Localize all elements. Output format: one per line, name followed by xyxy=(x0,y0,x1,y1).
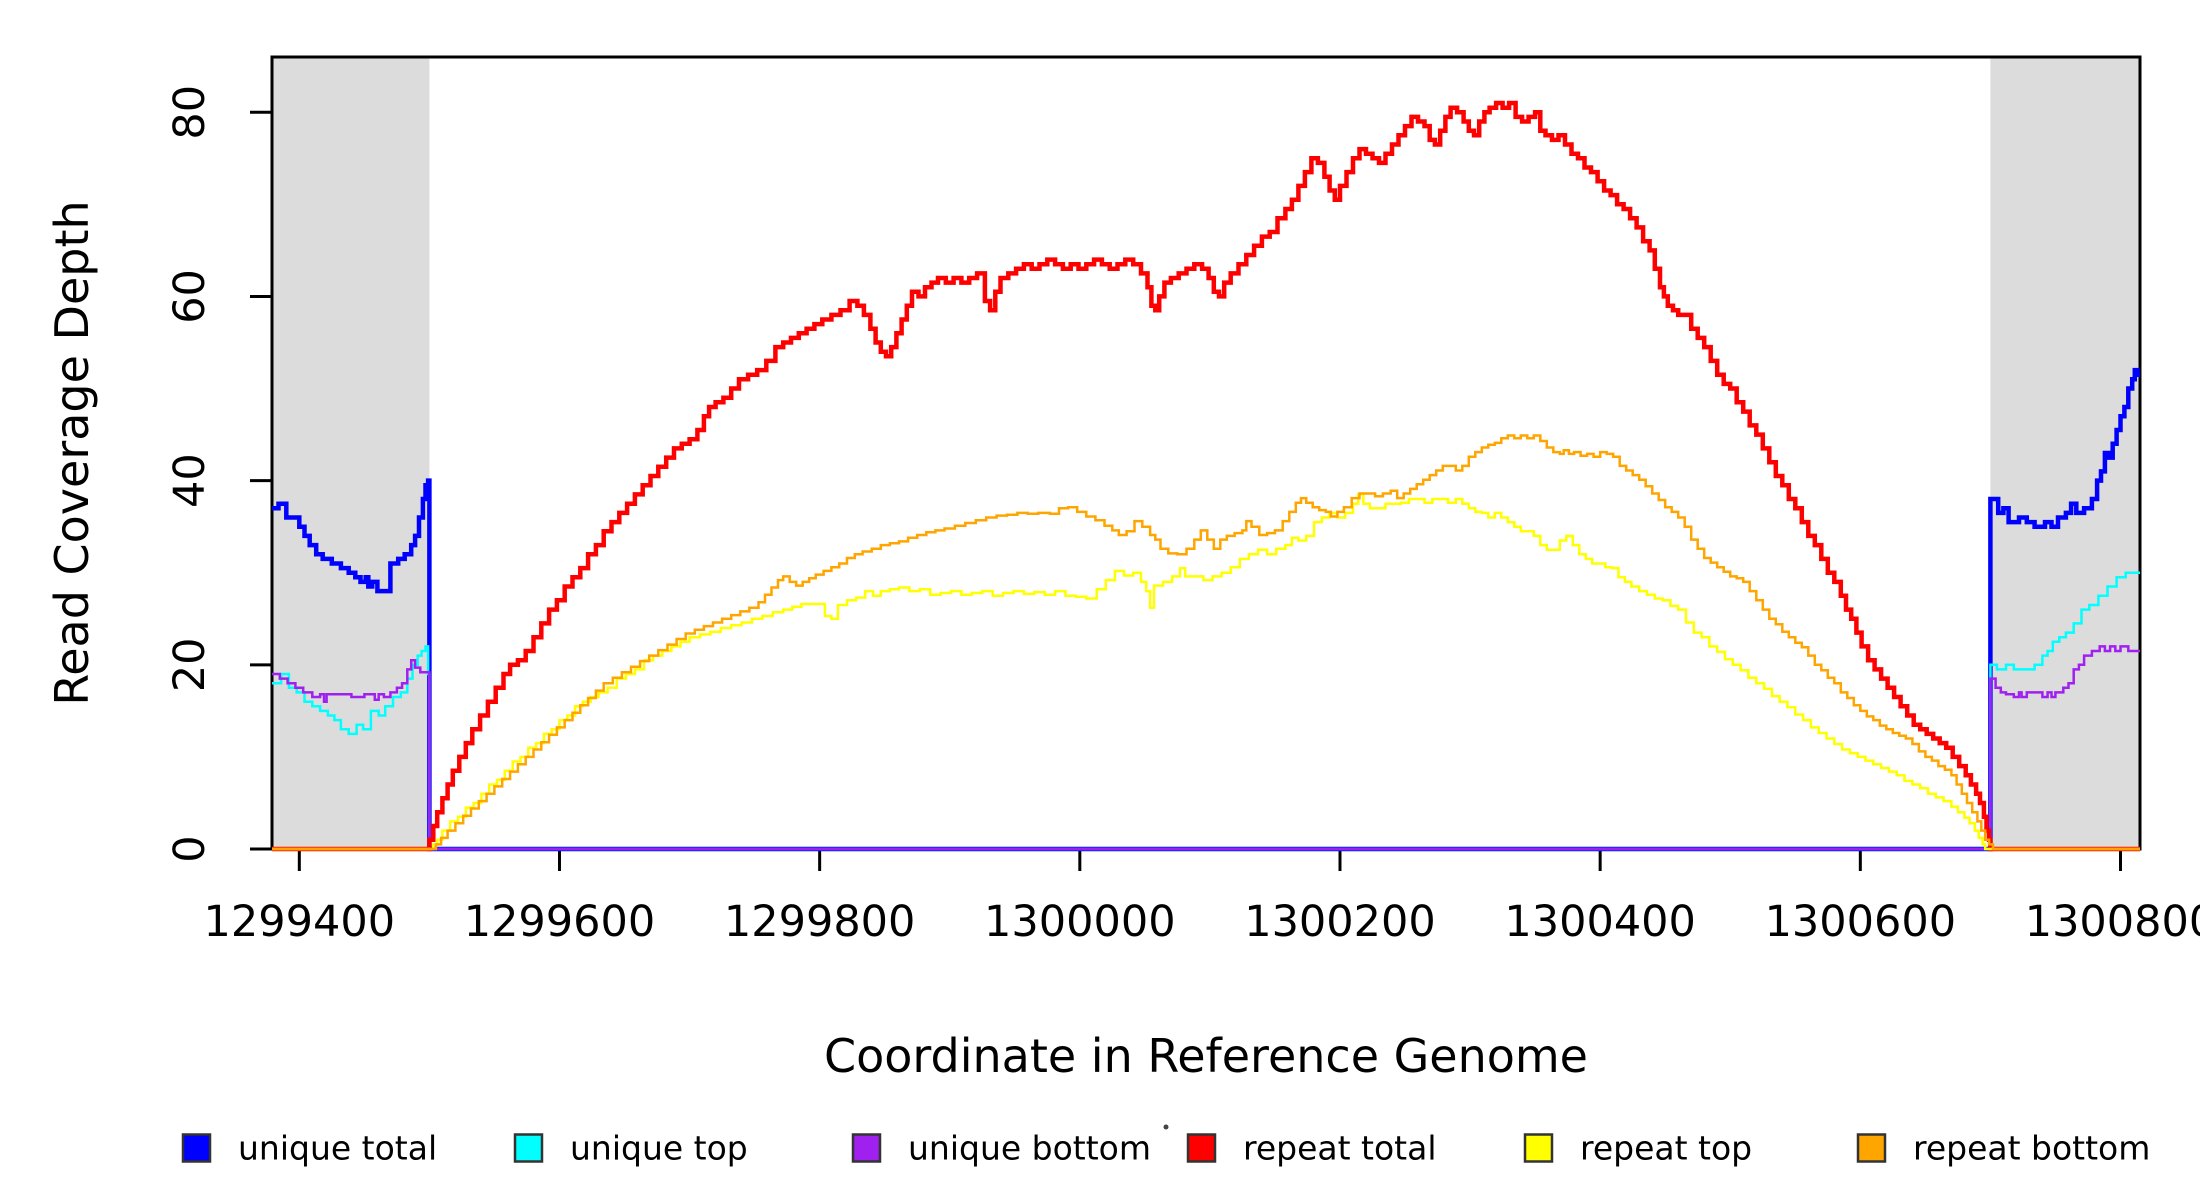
shaded-region-right-flank xyxy=(1990,57,2140,849)
x-tick-label: 1300000 xyxy=(984,897,1176,947)
legend-label-repeat-bottom: repeat bottom xyxy=(1913,1129,2150,1168)
legend-label-repeat-top: repeat top xyxy=(1580,1129,1752,1168)
legend: unique total unique top unique bottom repea… xyxy=(181,1129,2150,1168)
legend-swatch-repeat-total xyxy=(1186,1133,1217,1163)
y-tick-label: 80 xyxy=(165,85,215,140)
y-tick-label: 0 xyxy=(165,835,215,862)
x-tick-label: 1299600 xyxy=(464,897,656,947)
x-tick-label: 1299800 xyxy=(724,897,916,947)
shaded-regions xyxy=(272,57,2140,849)
x-axis-title: Coordinate in Reference Genome xyxy=(824,1029,1588,1083)
shaded-region-left-flank xyxy=(272,57,430,849)
legend-label-unique-bottom: unique bottom xyxy=(908,1129,1151,1168)
series-repeat-top xyxy=(272,493,2140,851)
legend-swatch-repeat-top xyxy=(1523,1133,1554,1163)
series-unique-bottom xyxy=(272,645,2140,851)
x-tick-label: 1299400 xyxy=(204,897,396,947)
y-axis-title: Read Coverage Depth xyxy=(45,200,99,705)
x-tick-label: 1300800 xyxy=(2025,897,2200,947)
series-repeat-total xyxy=(272,100,2140,852)
axes: 1299400 1299600 1299800 1300000 1300200 13004… xyxy=(165,55,2200,947)
series-unique-top xyxy=(272,571,2140,851)
x-tick-label: 1300200 xyxy=(1244,897,1436,947)
y-tick-label: 40 xyxy=(165,453,215,508)
x-tick-label: 1300400 xyxy=(1504,897,1696,947)
stray-dot xyxy=(1163,1124,1169,1130)
legend-swatch-unique-top xyxy=(513,1133,544,1163)
y-tick-label: 60 xyxy=(165,269,215,324)
legend-swatch-unique-total xyxy=(181,1133,212,1163)
legend-swatch-unique-bottom xyxy=(851,1133,882,1163)
legend-swatch-repeat-bottom xyxy=(1856,1133,1887,1163)
y-tick-label: 20 xyxy=(165,637,215,692)
series-lines xyxy=(272,100,2140,852)
stray-dot-mark xyxy=(1163,1124,1169,1130)
x-tick-label: 1300600 xyxy=(1765,897,1957,947)
legend-label-unique-top: unique top xyxy=(570,1129,748,1168)
series-repeat-bottom xyxy=(272,434,2140,851)
legend-label-unique-total: unique total xyxy=(238,1129,437,1168)
legend-label-repeat-total: repeat total xyxy=(1243,1129,1437,1168)
